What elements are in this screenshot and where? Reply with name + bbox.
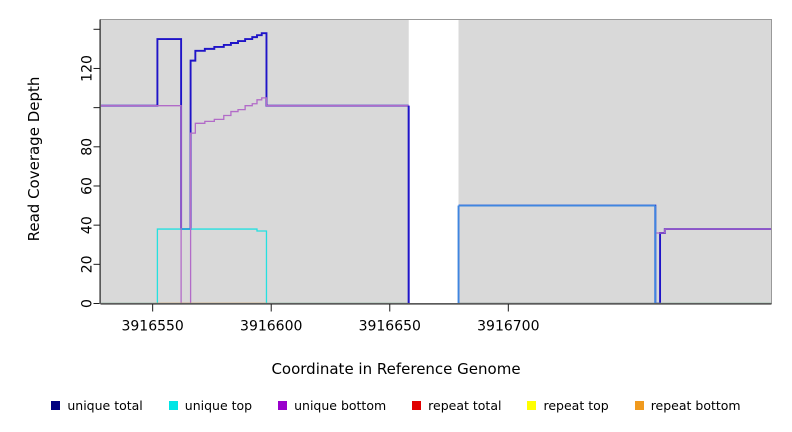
legend-item-unique-total: unique total xyxy=(51,398,143,413)
legend-item-repeat-top: repeat top xyxy=(527,398,609,413)
y-tick-label: 40 xyxy=(80,216,96,234)
series-unique-bottom xyxy=(100,97,772,304)
legend-label: repeat total xyxy=(428,398,502,413)
legend-swatch-icon xyxy=(168,401,178,410)
x-axis-title: Coordinate in Reference Genome xyxy=(271,360,521,378)
y-tick-label: 0 xyxy=(80,299,96,308)
y-tick-label: 80 xyxy=(80,138,96,156)
y-axis-title: Read Coverage Depth xyxy=(25,76,43,242)
series-unique-top xyxy=(100,228,772,304)
x-tick-label: 3916700 xyxy=(477,319,539,335)
legend-swatch-icon xyxy=(527,401,537,410)
legend-label: unique total xyxy=(67,398,143,413)
legend-item-repeat-total: repeat total xyxy=(412,398,501,413)
legend-item-repeat-bottom: repeat bottom xyxy=(634,398,741,413)
y-tick-label: 20 xyxy=(80,255,96,273)
x-tick-label: 3916550 xyxy=(121,319,183,335)
legend-label: repeat bottom xyxy=(650,398,741,413)
legend-label: repeat top xyxy=(543,398,609,413)
legend-swatch-icon xyxy=(412,401,422,410)
legend-swatch-icon xyxy=(51,401,61,410)
y-tick-label: 60 xyxy=(80,177,96,195)
no-data-gap-region xyxy=(408,19,459,304)
x-tick-label: 3916650 xyxy=(359,319,421,335)
chart-legend: unique total unique top unique bottom repea… xyxy=(0,398,792,413)
legend-label: unique top xyxy=(184,398,253,413)
legend-item-unique-top: unique top xyxy=(168,398,253,413)
legend-swatch-icon xyxy=(278,401,288,410)
legend-label: unique bottom xyxy=(294,398,387,413)
series-group xyxy=(100,19,772,304)
y-tick-label: 120 xyxy=(80,55,96,82)
legend-item-unique-bottom: unique bottom xyxy=(278,398,386,413)
x-tick-label: 3916600 xyxy=(240,319,302,335)
legend-swatch-icon xyxy=(634,401,644,410)
